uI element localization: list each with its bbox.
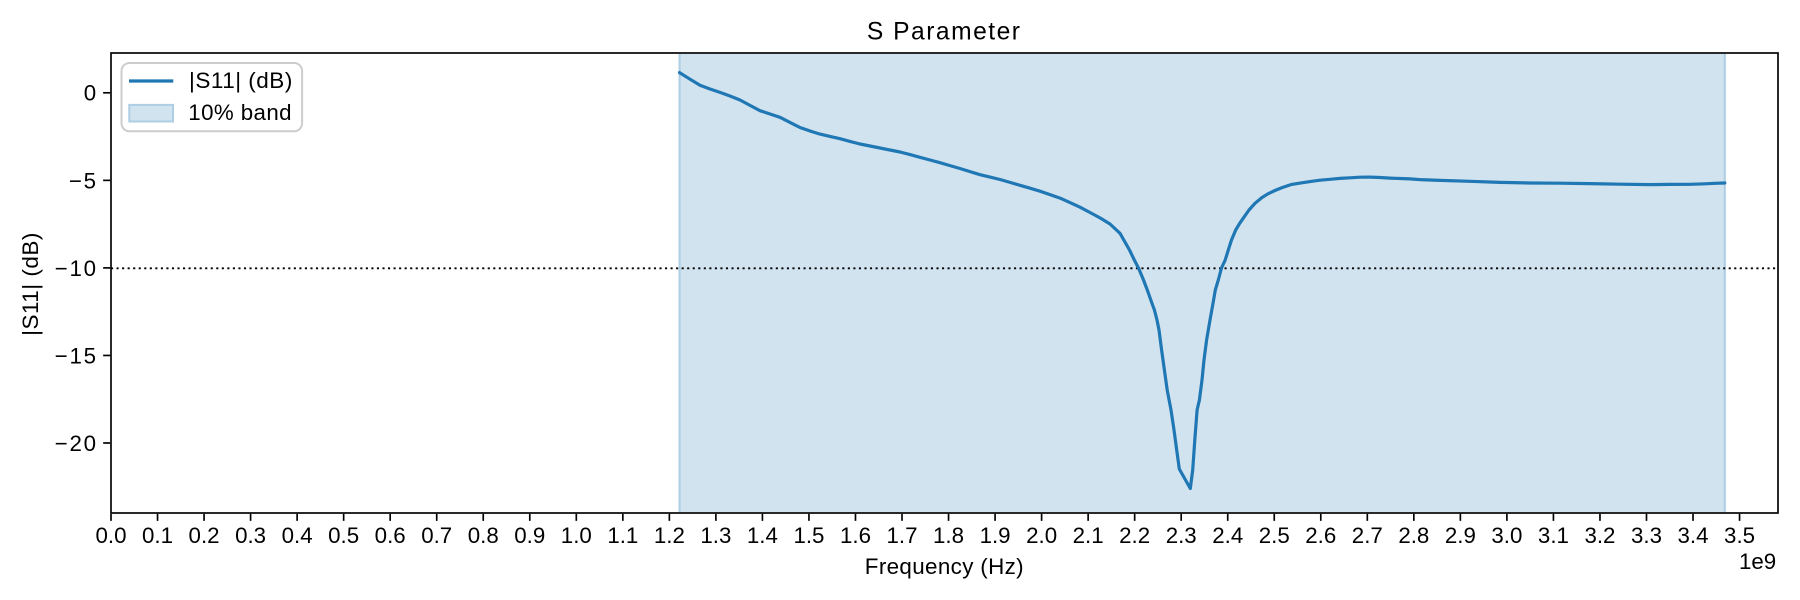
svg-text:0.4: 0.4 bbox=[282, 523, 313, 548]
svg-text:2.2: 2.2 bbox=[1119, 523, 1150, 548]
svg-text:0.2: 0.2 bbox=[189, 523, 220, 548]
svg-text:0.9: 0.9 bbox=[514, 523, 545, 548]
svg-text:10% band: 10% band bbox=[188, 100, 292, 125]
svg-text:1.3: 1.3 bbox=[700, 523, 731, 548]
svg-text:3.0: 3.0 bbox=[1491, 523, 1522, 548]
svg-text:−5: −5 bbox=[69, 168, 98, 193]
svg-text:|S11| (dB): |S11| (dB) bbox=[189, 68, 293, 93]
svg-text:1.2: 1.2 bbox=[654, 523, 685, 548]
svg-text:1.9: 1.9 bbox=[980, 523, 1011, 548]
svg-text:2.4: 2.4 bbox=[1212, 523, 1243, 548]
svg-text:1.8: 1.8 bbox=[933, 523, 964, 548]
svg-text:1.7: 1.7 bbox=[887, 523, 918, 548]
svg-text:2.9: 2.9 bbox=[1445, 523, 1476, 548]
svg-text:2.3: 2.3 bbox=[1166, 523, 1197, 548]
svg-text:1.0: 1.0 bbox=[561, 523, 592, 548]
svg-text:0.7: 0.7 bbox=[421, 523, 452, 548]
svg-text:1.5: 1.5 bbox=[793, 523, 824, 548]
svg-text:2.8: 2.8 bbox=[1398, 523, 1429, 548]
svg-text:2.6: 2.6 bbox=[1305, 523, 1336, 548]
svg-text:0.1: 0.1 bbox=[142, 523, 173, 548]
svg-text:−15: −15 bbox=[55, 343, 98, 368]
svg-text:3.4: 3.4 bbox=[1678, 523, 1709, 548]
svg-text:2.5: 2.5 bbox=[1259, 523, 1290, 548]
svg-text:2.7: 2.7 bbox=[1352, 523, 1383, 548]
svg-text:3.2: 3.2 bbox=[1584, 523, 1615, 548]
svg-text:0: 0 bbox=[84, 81, 98, 106]
svg-text:S Parameter: S Parameter bbox=[867, 18, 1022, 45]
svg-text:2.0: 2.0 bbox=[1026, 523, 1057, 548]
svg-text:0.3: 0.3 bbox=[235, 523, 266, 548]
svg-text:1.6: 1.6 bbox=[840, 523, 871, 548]
svg-text:−10: −10 bbox=[55, 256, 98, 281]
svg-text:|S11| (dB): |S11| (dB) bbox=[18, 232, 43, 336]
svg-text:0.5: 0.5 bbox=[328, 523, 359, 548]
svg-text:0.8: 0.8 bbox=[468, 523, 499, 548]
svg-text:1e9: 1e9 bbox=[1739, 549, 1776, 574]
svg-text:3.5: 3.5 bbox=[1724, 523, 1755, 548]
svg-text:3.1: 3.1 bbox=[1538, 523, 1569, 548]
svg-text:0.6: 0.6 bbox=[375, 523, 406, 548]
svg-text:1.1: 1.1 bbox=[607, 523, 638, 548]
svg-text:1.4: 1.4 bbox=[747, 523, 778, 548]
svg-text:0.0: 0.0 bbox=[96, 523, 127, 548]
svg-text:Frequency (Hz): Frequency (Hz) bbox=[865, 554, 1024, 579]
svg-text:3.3: 3.3 bbox=[1631, 523, 1662, 548]
svg-text:−20: −20 bbox=[55, 431, 98, 456]
svg-text:2.1: 2.1 bbox=[1073, 523, 1104, 548]
